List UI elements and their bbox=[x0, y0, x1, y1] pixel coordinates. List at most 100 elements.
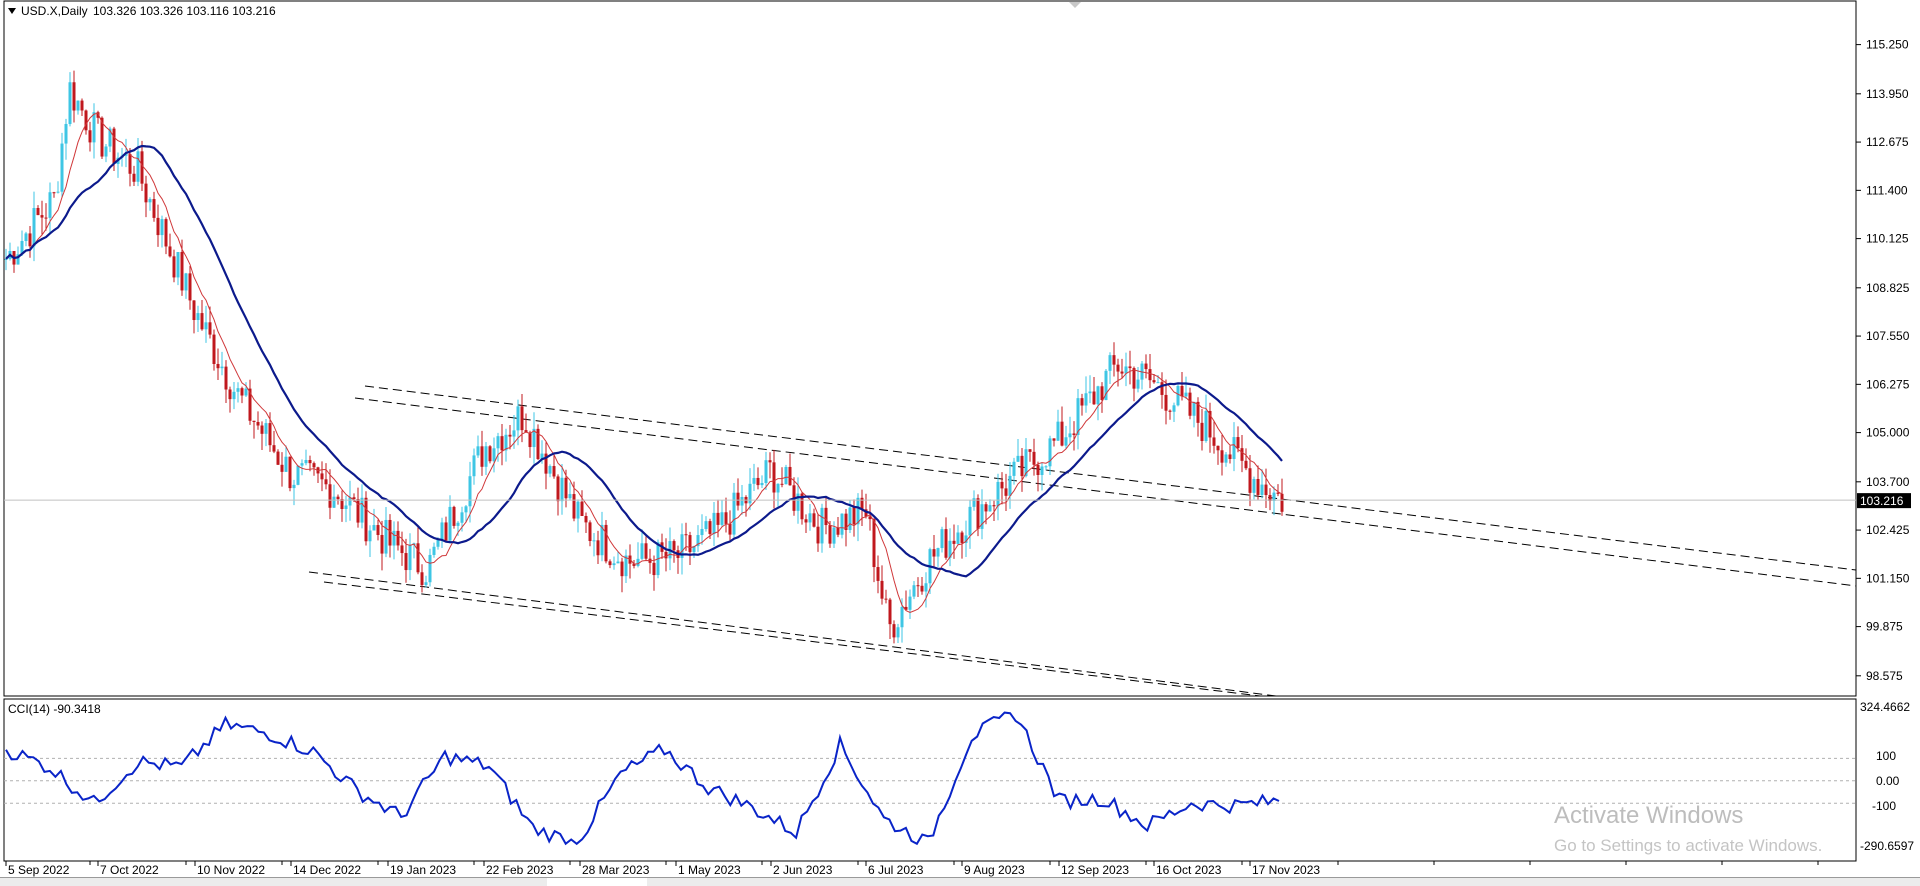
bear-candle bbox=[836, 527, 840, 535]
bear-candle bbox=[312, 463, 316, 468]
bear-candle bbox=[212, 334, 216, 364]
bear-candle bbox=[716, 512, 720, 525]
bear-candle bbox=[28, 233, 32, 247]
channel-trendline bbox=[364, 385, 1857, 571]
bear-candle bbox=[528, 432, 532, 448]
price-axis-label: 98.575 bbox=[1866, 669, 1903, 683]
bull-candle bbox=[1108, 355, 1112, 371]
bull-candle bbox=[636, 558, 640, 566]
bull-candle bbox=[692, 546, 696, 553]
bull-candle bbox=[740, 496, 744, 506]
bull-candle bbox=[640, 543, 644, 559]
bull-candle bbox=[360, 497, 364, 523]
price-axis-label: 103.700 bbox=[1866, 475, 1910, 489]
bear-candle bbox=[376, 525, 380, 535]
bull-candle bbox=[996, 481, 1000, 507]
bull-candle bbox=[204, 322, 208, 330]
bear-candle bbox=[340, 499, 344, 509]
bear-candle bbox=[84, 110, 88, 131]
bear-candle bbox=[1144, 363, 1148, 370]
bear-candle bbox=[536, 428, 540, 460]
price-axis-label: 102.425 bbox=[1866, 523, 1910, 537]
chart-tab-strip[interactable] bbox=[0, 877, 1920, 886]
bear-candle bbox=[1148, 369, 1152, 381]
bull-candle bbox=[232, 391, 236, 400]
time-axis-label: 1 May 2023 bbox=[678, 863, 741, 877]
bull-candle bbox=[176, 251, 180, 278]
bull-candle bbox=[32, 208, 36, 247]
bull-candle bbox=[296, 465, 300, 485]
bear-candle bbox=[1112, 355, 1116, 365]
bear-candle bbox=[580, 501, 584, 516]
menu-triangle-icon[interactable] bbox=[8, 8, 16, 14]
bear-candle bbox=[328, 484, 332, 508]
bear-candle bbox=[1168, 410, 1172, 412]
bear-candle bbox=[112, 128, 116, 164]
bull-candle bbox=[1156, 382, 1160, 384]
price-axis-label: 107.550 bbox=[1866, 329, 1910, 343]
bear-candle bbox=[1164, 394, 1168, 411]
bull-candle bbox=[56, 191, 60, 193]
price-axis-label: 99.875 bbox=[1866, 620, 1903, 634]
bull-candle bbox=[808, 513, 812, 523]
bull-candle bbox=[344, 505, 348, 509]
bull-candle bbox=[428, 554, 432, 583]
bear-candle bbox=[620, 561, 624, 577]
bear-candle bbox=[976, 498, 980, 529]
bear-candle bbox=[388, 519, 392, 546]
bull-candle bbox=[492, 448, 496, 462]
cci-pane[interactable]: CCI(14) -90.3418 324.4662 100 0.00 -100 … bbox=[4, 700, 1914, 853]
bear-candle bbox=[812, 513, 816, 527]
bear-candle bbox=[1264, 484, 1268, 496]
chart-shift-marker-icon[interactable] bbox=[1069, 2, 1081, 8]
cci-level-0-label: 0.00 bbox=[1876, 774, 1900, 788]
bear-candle bbox=[564, 477, 568, 499]
bull-candle bbox=[964, 535, 968, 543]
bull-candle bbox=[948, 540, 952, 558]
bull-candle bbox=[1044, 466, 1048, 468]
bear-candle bbox=[1208, 410, 1212, 438]
current-price-label: 103.216 bbox=[1860, 494, 1904, 508]
bear-candle bbox=[824, 507, 828, 526]
time-axis-label: 14 Dec 2022 bbox=[293, 863, 361, 877]
bear-candle bbox=[416, 543, 420, 573]
bear-candle bbox=[156, 217, 160, 236]
fast-moving-average-line bbox=[5, 112, 1283, 614]
bull-candle bbox=[392, 530, 396, 546]
bull-candle bbox=[576, 501, 580, 519]
bear-candle bbox=[248, 388, 252, 421]
bull-candle bbox=[432, 546, 436, 555]
bear-candle bbox=[852, 507, 856, 525]
bull-candle bbox=[1096, 386, 1100, 405]
bull-candle bbox=[956, 532, 960, 544]
bear-candle bbox=[868, 516, 872, 520]
bull-candle bbox=[680, 534, 684, 558]
bull-candle bbox=[700, 528, 704, 536]
bear-candle bbox=[768, 460, 772, 463]
bear-candle bbox=[1276, 492, 1280, 494]
bear-candle bbox=[708, 521, 712, 534]
bear-candle bbox=[860, 497, 864, 510]
bull-candle bbox=[924, 583, 928, 592]
bear-candle bbox=[724, 512, 728, 524]
time-axis-label: 17 Nov 2023 bbox=[1252, 863, 1320, 877]
bull-candle bbox=[1056, 421, 1060, 441]
cci-level-minus100-label: -100 bbox=[1872, 799, 1896, 813]
bear-candle bbox=[272, 445, 276, 452]
bear-candle bbox=[1128, 366, 1132, 369]
price-pane[interactable]: 115.250 113.950 112.675 111.400 110.125 108.8… bbox=[3, 0, 1911, 862]
bear-candle bbox=[804, 519, 808, 523]
time-axis-label: 2 Jun 2023 bbox=[773, 863, 833, 877]
bear-candle bbox=[1100, 386, 1104, 401]
bear-candle bbox=[780, 483, 784, 485]
bull-candle bbox=[820, 507, 824, 544]
bear-candle bbox=[1180, 385, 1184, 397]
bear-candle bbox=[1152, 380, 1156, 383]
bear-candle bbox=[1116, 364, 1120, 372]
bear-candle bbox=[864, 509, 868, 517]
bull-candle bbox=[332, 496, 336, 508]
active-chart-tab[interactable] bbox=[547, 877, 647, 886]
bull-candle bbox=[560, 477, 564, 502]
price-axis-label: 105.000 bbox=[1866, 426, 1910, 440]
